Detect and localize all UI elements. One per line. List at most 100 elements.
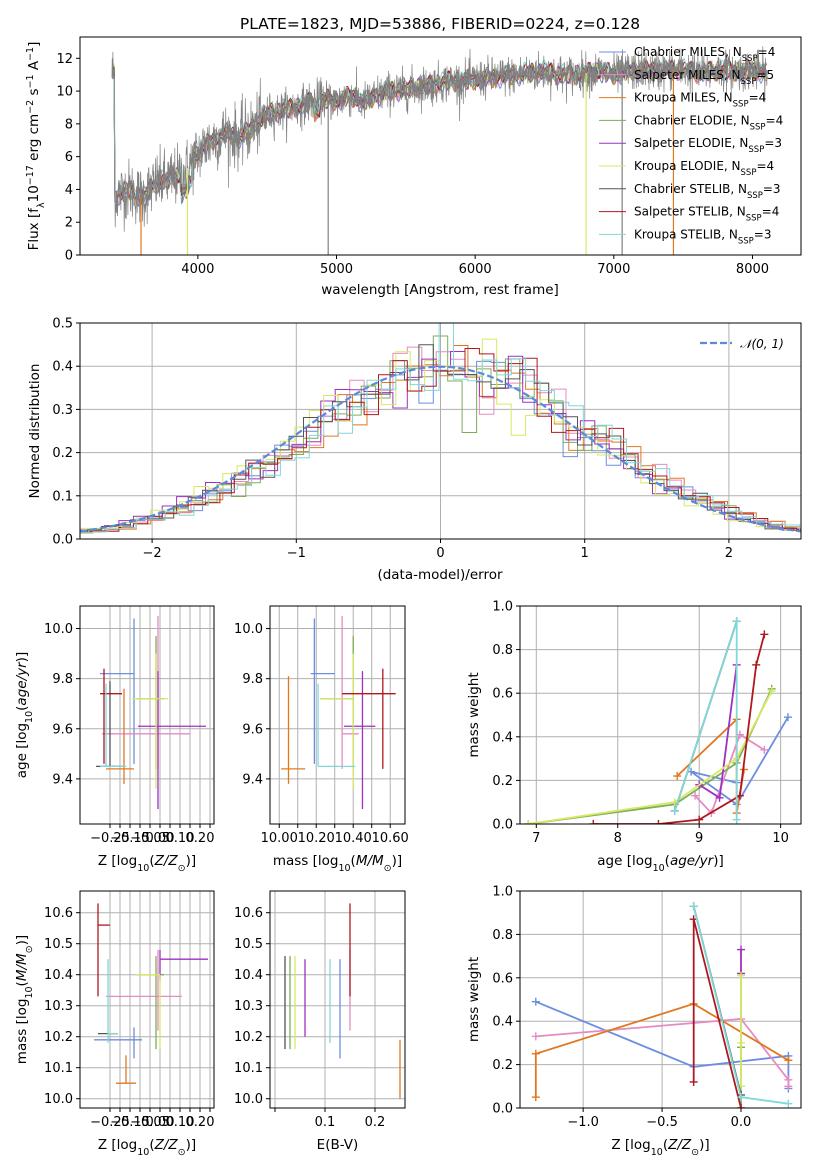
plot-area-massweight_vs_age (524, 617, 792, 824)
y-tick-label: 10.0 (44, 622, 73, 637)
x-axis-label: age [log10(age/yr)] (597, 853, 723, 874)
y-tick-label: 10.2 (234, 1030, 263, 1045)
histogram-chabrier-elodie (80, 335, 801, 533)
y-tick-label: 0.4 (52, 360, 73, 375)
y-tick-label: 10.4 (234, 968, 263, 983)
plot-area-residuals (80, 323, 801, 534)
histogram-kroupa-elodie (80, 338, 801, 533)
x-tick-label: 10 (772, 831, 789, 846)
x-axis-label: Z [log10(Z/Z⊙)] (98, 1137, 196, 1158)
axes-spectrum: 4000 5000 6000 7000 8000 0 2 4 6 8 10 12 PLATE=1823,… (25, 15, 802, 298)
x-tick-label: 7000 (597, 262, 630, 277)
x-tick-label: 0 (436, 546, 444, 561)
axes-age_vs_mass: 10.00 10.20 10.40 10.60 9.4 9.6 9.8 10.0 mass [l… (234, 605, 409, 874)
x-tick-label: −0.5 (646, 1115, 678, 1130)
y-tick-label: 0.8 (492, 643, 513, 658)
normal-curve (80, 365, 801, 533)
axes-frame (79, 890, 215, 1109)
y-tick-label: 0.3 (52, 403, 73, 418)
x-tick-label: −0.25 (90, 831, 130, 846)
x-tick-label: 9 (695, 831, 703, 846)
axes-frame (79, 322, 802, 540)
y-tick-label: 10.0 (234, 622, 263, 637)
weight-line (694, 733, 765, 815)
plot-area-age_vs_Z (96, 616, 206, 809)
x-tick-label: 10.60 (372, 831, 409, 846)
x-tick-label: 2 (725, 546, 733, 561)
y-tick-label: 0.0 (492, 1102, 513, 1117)
x-axis-label: wavelength [Angstrom, rest frame] (321, 282, 559, 298)
legend-label: Kroupa MILES, NSSP=4 (634, 91, 766, 110)
x-tick-label: 0.00 (146, 1115, 175, 1130)
observed-spectrum (111, 46, 768, 232)
x-tick-label: 4000 (181, 262, 214, 277)
y-tick-label: 10.6 (234, 906, 263, 921)
weight-line (527, 690, 773, 824)
chart-title: PLATE=1823, MJD=53886, FIBERID=0224, z=0… (240, 15, 640, 33)
x-tick-label: 6000 (459, 262, 492, 277)
y-axis-label: Normed distribution (27, 364, 43, 499)
y-tick-label: 0.5 (52, 317, 73, 332)
x-tick-label: 8 (614, 831, 622, 846)
x-tick-label: −0.05 (130, 831, 170, 846)
legend-label: Chabrier STELIB, NSSP=3 (634, 182, 781, 201)
x-tick-label: 0.0 (731, 1115, 752, 1130)
axes-mass_vs_EBV: 0.1 0.2 10.0 10.1 10.2 10.3 10.4 10.5 10.6 E(B-V) (234, 890, 406, 1153)
axes-frame (519, 890, 802, 1109)
x-tick-label: 0.10 (166, 1115, 195, 1130)
y-tick-label: 2 (65, 216, 73, 231)
y-tick-label: 0.2 (492, 774, 513, 789)
y-tick-label: 10.4 (44, 968, 73, 983)
x-tick-label: 8000 (736, 262, 769, 277)
y-tick-label: 0.0 (492, 818, 513, 833)
plot-area-spectrum (111, 46, 768, 255)
x-tick-label: 7 (532, 831, 540, 846)
y-tick-label: 6 (65, 150, 73, 165)
y-tick-label: 0.2 (492, 1058, 513, 1073)
y-tick-label: 0 (65, 249, 73, 264)
y-tick-label: 0.6 (492, 687, 513, 702)
x-tick-label: −0.15 (110, 831, 150, 846)
weight-line (692, 918, 742, 1108)
x-tick-label: 10.00 (261, 831, 298, 846)
x-tick-label: 0.20 (186, 831, 215, 846)
legend-label: Chabrier ELODIE, NSSP=4 (634, 113, 783, 132)
x-tick-label: 1 (581, 546, 589, 561)
y-tick-label: 9.6 (52, 722, 73, 737)
y-tick-label: 0.0 (52, 533, 73, 548)
x-axis-label: Z [log10(Z/Z⊙)] (98, 853, 196, 874)
axes-frame (269, 890, 406, 1109)
y-tick-label: 0.4 (492, 730, 513, 745)
axes-residuals: −2 −1 0 1 2 0.0 0.1 0.2 0.3 0.4 0.5 (data-model)/er… (27, 317, 802, 583)
y-tick-label: 9.8 (242, 672, 263, 687)
y-tick-label: 0.6 (492, 971, 513, 986)
x-tick-label: 5000 (320, 262, 353, 277)
y-tick-label: 1.0 (492, 885, 513, 900)
y-axis-label: Flux [fλ10−17 erg cm−2 s−1 A−1] (25, 42, 47, 251)
y-tick-label: 9.8 (52, 672, 73, 687)
axes-frame (269, 605, 406, 825)
y-tick-label: 10 (56, 85, 73, 100)
y-tick-label: 0.4 (492, 1015, 513, 1030)
legend-label: Kroupa ELODIE, NSSP=4 (634, 159, 774, 178)
x-tick-label: −1 (287, 546, 306, 561)
y-tick-label: 10.5 (44, 937, 73, 952)
y-tick-label: 9.4 (52, 772, 73, 787)
y-tick-label: 10.3 (44, 999, 73, 1014)
histogram-chabrier-stelib (80, 344, 801, 533)
x-tick-label: 0.2 (365, 1115, 386, 1130)
axes-massweight_vs_Z: −1.0 −0.5 0.0 0.0 0.2 0.4 0.6 0.8 1.0 Z [log10(Z/… (466, 885, 802, 1158)
x-tick-label: −0.25 (90, 1115, 130, 1130)
y-tick-label: 10.5 (234, 937, 263, 952)
x-axis-label: Z [log10(Z/Z⊙)] (611, 1137, 709, 1158)
axes-age_vs_Z: −0.25−0.15−0.050.000.100.20 9.4 9.6 9.8 10.0… (14, 605, 215, 874)
y-axis-label: mass weight (466, 672, 482, 757)
y-tick-label: 8 (65, 117, 73, 132)
legend-label: Chabrier MILES, NSSP=4 (634, 45, 775, 64)
y-tick-label: 10.0 (234, 1092, 263, 1107)
x-tick-label: −2 (143, 546, 162, 561)
plot-area-mass_vs_Z (94, 903, 208, 1084)
axes-mass_vs_Z: −0.25−0.15−0.050.000.100.20 10.0 10.1 10.2 1… (14, 890, 215, 1158)
x-tick-label: 10.20 (298, 831, 335, 846)
